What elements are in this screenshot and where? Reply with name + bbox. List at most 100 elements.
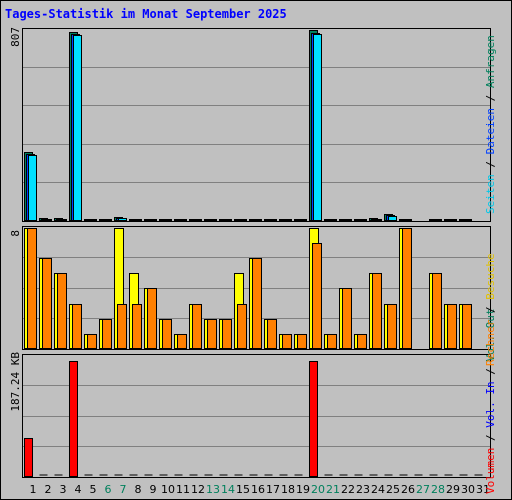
legend-rechner: Rechner [484, 319, 497, 366]
bar-volumen-day-4 [69, 361, 78, 477]
bar-seiten-day-12 [193, 219, 202, 221]
chart-title: Tages-Statistik im Monat September 2025 [5, 7, 287, 21]
bar-volumen-day-22 [339, 474, 348, 476]
bar-rechner-day-11 [177, 334, 187, 349]
x-tick-label-day-2: 2 [45, 483, 52, 496]
bar-seiten-day-19 [298, 219, 307, 221]
bar-rechner-day-9 [147, 288, 157, 349]
bar-seiten-day-22 [343, 219, 352, 221]
bar-volumen-day-2 [39, 474, 48, 476]
bar-rechner-day-21 [327, 334, 337, 349]
bar-rechner-day-10 [162, 319, 172, 349]
bar-rechner-day-24 [372, 273, 382, 349]
bar-volumen-day-23 [354, 474, 363, 476]
bar-rechner-day-4 [72, 304, 82, 349]
bar-volumen-day-9 [144, 474, 153, 476]
bar-volumen-day-1 [24, 438, 33, 477]
x-tick-label-day-25: 25 [386, 483, 400, 496]
bar-seiten-day-25 [388, 216, 397, 221]
bar-seiten-day-21 [328, 219, 337, 221]
bar-rechner-day-30 [462, 304, 472, 349]
bar-rechner-day-15 [237, 304, 247, 349]
x-tick-label-day-9: 9 [150, 483, 157, 496]
bar-seiten-day-13 [208, 219, 217, 221]
bar-rechner-day-28 [432, 273, 442, 349]
legend-separator: / [484, 299, 497, 320]
bar-volumen-day-27 [414, 474, 423, 476]
bar-seiten-day-15 [238, 219, 247, 221]
bar-seiten-day-2 [43, 219, 52, 221]
x-tick-label-day-27: 27 [416, 483, 430, 496]
bar-volumen-day-13 [204, 474, 213, 476]
bar-rechner-day-22 [342, 288, 352, 349]
x-tick-label-day-3: 3 [60, 483, 67, 496]
x-tick-label-day-30: 30 [461, 483, 475, 496]
x-tick-label-day-15: 15 [236, 483, 250, 496]
x-tick-label-day-19: 19 [296, 483, 310, 496]
bar-seiten-day-20 [313, 34, 322, 221]
bar-volumen-day-26 [399, 474, 408, 476]
bar-volumen-day-11 [174, 474, 183, 476]
legend-anfragen: Anfragen [484, 35, 497, 89]
x-tick-label-day-28: 28 [431, 483, 445, 496]
bar-seiten-day-28 [433, 219, 442, 221]
bar-volumen-day-25 [384, 474, 393, 476]
x-tick-label-day-14: 14 [221, 483, 235, 496]
legend-group-hits: Seiten / Dateien / Anfragen [484, 35, 498, 214]
bar-seiten-day-14 [223, 219, 232, 221]
bar-volumen-day-10 [159, 474, 168, 476]
bar-seiten-day-1 [28, 155, 37, 221]
bar-rechner-day-14 [222, 319, 232, 349]
x-tick-label-day-10: 10 [161, 483, 175, 496]
x-tick-label-day-24: 24 [371, 483, 385, 496]
bar-rechner-day-17 [267, 319, 277, 349]
x-tick-label-day-1: 1 [30, 483, 37, 496]
bar-rechner-day-18 [282, 334, 292, 349]
legend-volumen: Volumen [484, 447, 497, 494]
bar-seiten-day-6 [103, 219, 112, 221]
legend-separator: / [484, 154, 497, 175]
bar-seiten-day-10 [163, 219, 172, 221]
bar-volumen-day-21 [324, 474, 333, 476]
x-tick-label-day-7: 7 [120, 483, 127, 496]
x-tick-label-day-22: 22 [341, 483, 355, 496]
legend-separator: / [484, 88, 497, 109]
legend-dateien: Dateien [484, 108, 497, 155]
bar-seiten-day-16 [253, 219, 262, 221]
bar-volumen-day-12 [189, 474, 198, 476]
x-tick-label-day-31: 31 [476, 483, 490, 496]
bar-rechner-day-2 [42, 258, 52, 349]
bar-seiten-day-29 [448, 219, 457, 221]
bar-volumen-day-6 [99, 474, 108, 476]
x-tick-label-day-12: 12 [191, 483, 205, 496]
bar-seiten-day-18 [283, 219, 292, 221]
legend-separator: / [484, 427, 497, 448]
bar-rechner-day-6 [102, 319, 112, 349]
bar-seiten-day-11 [178, 219, 187, 221]
panel-frame-top [22, 28, 491, 222]
bar-volumen-day-20 [309, 361, 318, 477]
bar-volumen-day-3 [54, 474, 63, 476]
bar-rechner-day-5 [87, 334, 97, 349]
bar-seiten-day-9 [148, 219, 157, 221]
x-tick-label-day-20: 20 [311, 483, 325, 496]
bar-seiten-day-5 [88, 219, 97, 221]
bar-rechner-day-13 [207, 319, 217, 349]
bar-rechner-day-26 [402, 228, 412, 349]
bar-rechner-day-16 [252, 258, 262, 349]
bar-seiten-day-8 [133, 219, 142, 221]
bar-rechner-day-19 [297, 334, 307, 349]
bar-volumen-day-24 [369, 474, 378, 476]
bar-rechner-day-1 [27, 228, 37, 349]
bar-volumen-day-5 [84, 474, 93, 476]
bar-rechner-day-29 [447, 304, 457, 349]
legend-vertical: Volumen / Vol. In / Vol. Out Rechner / B… [484, 0, 498, 494]
x-tick-label-day-16: 16 [251, 483, 265, 496]
x-tick-label-day-11: 11 [176, 483, 190, 496]
legend-seiten: Seiten [484, 174, 497, 214]
bar-rechner-day-8 [132, 304, 142, 349]
x-tick-label-day-18: 18 [281, 483, 295, 496]
bar-volumen-day-14 [219, 474, 228, 476]
bar-volumen-day-8 [129, 474, 138, 476]
legend-vol-in: Vol. In [484, 381, 497, 428]
